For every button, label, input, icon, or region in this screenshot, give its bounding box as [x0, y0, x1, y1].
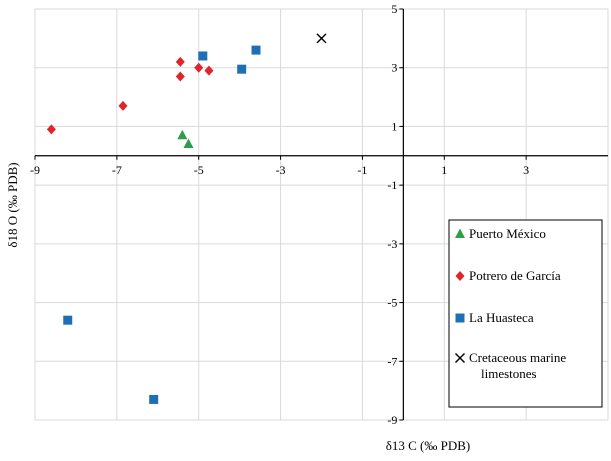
legend-label: limestones: [481, 366, 537, 381]
data-point-diamond: [194, 62, 204, 73]
x-marker-stroke: [455, 353, 465, 363]
data-point-square: [251, 45, 261, 55]
x-tick-label: -3: [276, 163, 286, 177]
y-tick-label: -7: [387, 354, 397, 368]
legend-box: [448, 219, 603, 408]
data-point-diamond: [175, 71, 185, 82]
data-point-diamond: [175, 56, 185, 67]
data-point-square: [63, 315, 73, 325]
legend-item: Puerto México: [455, 226, 546, 241]
x-tick-label: -9: [30, 163, 40, 177]
y-axis-label: δ18 O (‰ PDB): [5, 162, 20, 247]
y-tick-label: -3: [387, 237, 397, 251]
y-tick-label: 3: [391, 61, 397, 75]
legend-label: Puerto México: [469, 226, 546, 241]
data-point-triangle: [183, 138, 194, 149]
legend-marker-triangle: [455, 228, 465, 238]
data-point-diamond: [204, 65, 214, 76]
x-tick-label: -7: [112, 163, 122, 177]
data-point-square: [237, 64, 247, 74]
legend-label: Potrero de García: [469, 268, 561, 283]
x-tick-label: -5: [194, 163, 204, 177]
data-point-diamond: [46, 124, 56, 135]
x-tick-label: 3: [523, 163, 529, 177]
legend-marker-diamond: [455, 271, 465, 281]
legend-item: La Huasteca: [455, 310, 534, 325]
y-tick-label: 5: [391, 2, 397, 16]
y-tick-label: -9: [387, 413, 397, 427]
y-tick-label: -5: [387, 296, 397, 310]
data-point-triangle: [177, 129, 188, 140]
x-tick-label: 1: [441, 163, 447, 177]
legend-label: Cretaceous marine: [469, 350, 566, 365]
x-axis-label: δ13 C (‰ PDB): [386, 438, 471, 453]
legend: Puerto México Potrero de García La Huastec…: [448, 219, 603, 408]
x-tick-labels: -9 -7 -5 -3 -1 1 3: [30, 163, 529, 177]
data-point-square: [149, 394, 159, 404]
data-point-square: [198, 51, 208, 61]
x-tick-label: -1: [357, 163, 367, 177]
y-tick-labels: 5 3 1 -1 -3 -5 -7 -9: [387, 2, 397, 427]
y-tick-label: -1: [387, 178, 397, 192]
y-tick-label: 1: [391, 119, 397, 133]
legend-marker-square: [455, 313, 465, 323]
axes: [34, 8, 608, 421]
x-marker-stroke: [316, 33, 327, 44]
data-points: [46, 33, 327, 404]
data-point-x: [316, 33, 327, 44]
legend-item: Potrero de García: [455, 268, 561, 283]
legend-marker-x: [455, 353, 465, 363]
legend-label: La Huasteca: [469, 310, 534, 325]
data-point-diamond: [118, 100, 128, 111]
